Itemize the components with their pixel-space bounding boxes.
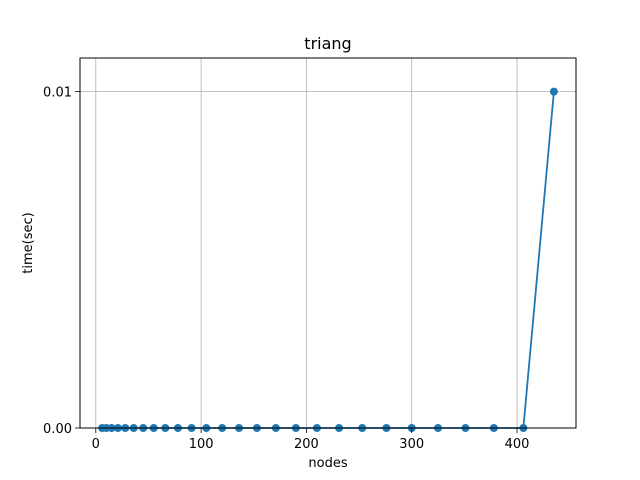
data-point (549, 87, 558, 96)
plot-frame (79, 57, 577, 429)
x-axis-label: nodes (308, 456, 347, 471)
y-tick-label: 0.01 (43, 86, 72, 101)
axes: 0 100 200 300 400 0.00 0.01 (43, 86, 529, 452)
x-tick-label: 400 (505, 437, 530, 452)
x-tick-label: 300 (399, 437, 424, 452)
chart-title: triang (304, 34, 351, 53)
plot-background (80, 58, 576, 428)
x-tick-label: 0 (92, 437, 100, 452)
y-tick-label: 0.00 (43, 422, 72, 437)
x-tick-label: 100 (189, 437, 214, 452)
x-tick-label: 200 (294, 437, 319, 452)
y-axis-label: time(sec) (21, 212, 36, 273)
